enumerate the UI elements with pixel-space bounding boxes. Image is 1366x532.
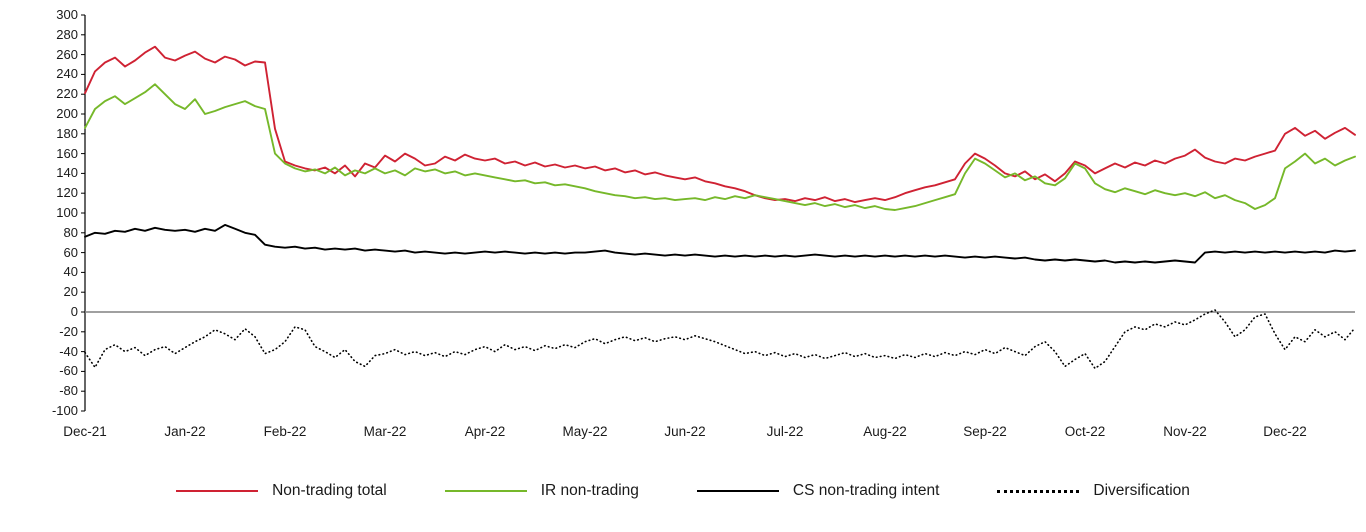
y-tick-label: 20 bbox=[63, 284, 78, 299]
y-tick-label: 80 bbox=[63, 225, 78, 240]
y-tick-label: 60 bbox=[63, 245, 78, 260]
x-tick-label: Dec-21 bbox=[63, 424, 107, 439]
y-tick-label: 280 bbox=[56, 27, 78, 42]
legend-label: Diversification bbox=[1093, 482, 1190, 499]
y-tick-label: 160 bbox=[56, 146, 78, 161]
series-line-diversification bbox=[84, 309, 1356, 370]
x-tick-label: Sep-22 bbox=[963, 424, 1007, 439]
y-tick-label: 240 bbox=[56, 66, 78, 81]
y-tick-label: -20 bbox=[59, 324, 78, 339]
series-line-non-trading-total bbox=[84, 45, 1356, 204]
legend-label: Non-trading total bbox=[272, 482, 387, 499]
y-tick-label: 260 bbox=[56, 47, 78, 62]
x-tick-label: Aug-22 bbox=[863, 424, 907, 439]
plot-area bbox=[81, 14, 1356, 412]
x-tick-label: Feb-22 bbox=[263, 424, 307, 439]
legend-label: CS non-trading intent bbox=[792, 482, 940, 499]
legend-item-diversification: Diversification bbox=[997, 482, 1190, 500]
y-tick-label: 200 bbox=[56, 106, 78, 121]
legend-swatch-ir-non-trading bbox=[444, 490, 527, 492]
y-tick-label: 220 bbox=[56, 86, 78, 101]
legend-swatch-non-trading-total bbox=[176, 490, 259, 492]
y-tick-label: 140 bbox=[56, 165, 78, 180]
y-tick-label: 300 bbox=[56, 7, 78, 22]
series-line-ir-non-trading bbox=[84, 83, 1356, 211]
x-tick-label: May-22 bbox=[562, 424, 608, 439]
legend-label: IR non-trading bbox=[540, 482, 639, 499]
x-tick-label: Jun-22 bbox=[664, 424, 706, 439]
y-tick-label: 0 bbox=[70, 304, 78, 319]
y-tick-label: 40 bbox=[63, 264, 78, 279]
y-tick-label: 120 bbox=[56, 185, 78, 200]
y-tick-label: -40 bbox=[59, 344, 78, 359]
y-tick-label: 180 bbox=[56, 126, 78, 141]
x-tick-label: Mar-22 bbox=[363, 424, 407, 439]
x-tick-label: Dec-22 bbox=[1263, 424, 1307, 439]
legend-item-ir-non-trading: IR non-trading bbox=[444, 482, 639, 500]
y-tick-label: -100 bbox=[51, 403, 78, 418]
legend: Non-trading total IR non-trading CS non-tr… bbox=[0, 482, 1366, 500]
y-tick-label: 100 bbox=[56, 205, 78, 220]
x-tick-label: Jan-22 bbox=[164, 424, 206, 439]
x-tick-label: Apr-22 bbox=[464, 424, 506, 439]
x-tick-label: Oct-22 bbox=[1064, 424, 1106, 439]
legend-item-cs-non-trading-intent: CS non-trading intent bbox=[696, 482, 940, 500]
legend-swatch-cs-non-trading-intent bbox=[696, 490, 779, 492]
x-tick-label: Nov-22 bbox=[1163, 424, 1207, 439]
series-line-cs-non-trading-intent bbox=[84, 223, 1356, 264]
x-tick-label: Jul-22 bbox=[766, 424, 804, 439]
legend-swatch-diversification bbox=[997, 489, 1080, 493]
legend-item-non-trading-total: Non-trading total bbox=[176, 482, 387, 500]
y-tick-label: -60 bbox=[59, 363, 78, 378]
y-tick-label: -80 bbox=[59, 383, 78, 398]
